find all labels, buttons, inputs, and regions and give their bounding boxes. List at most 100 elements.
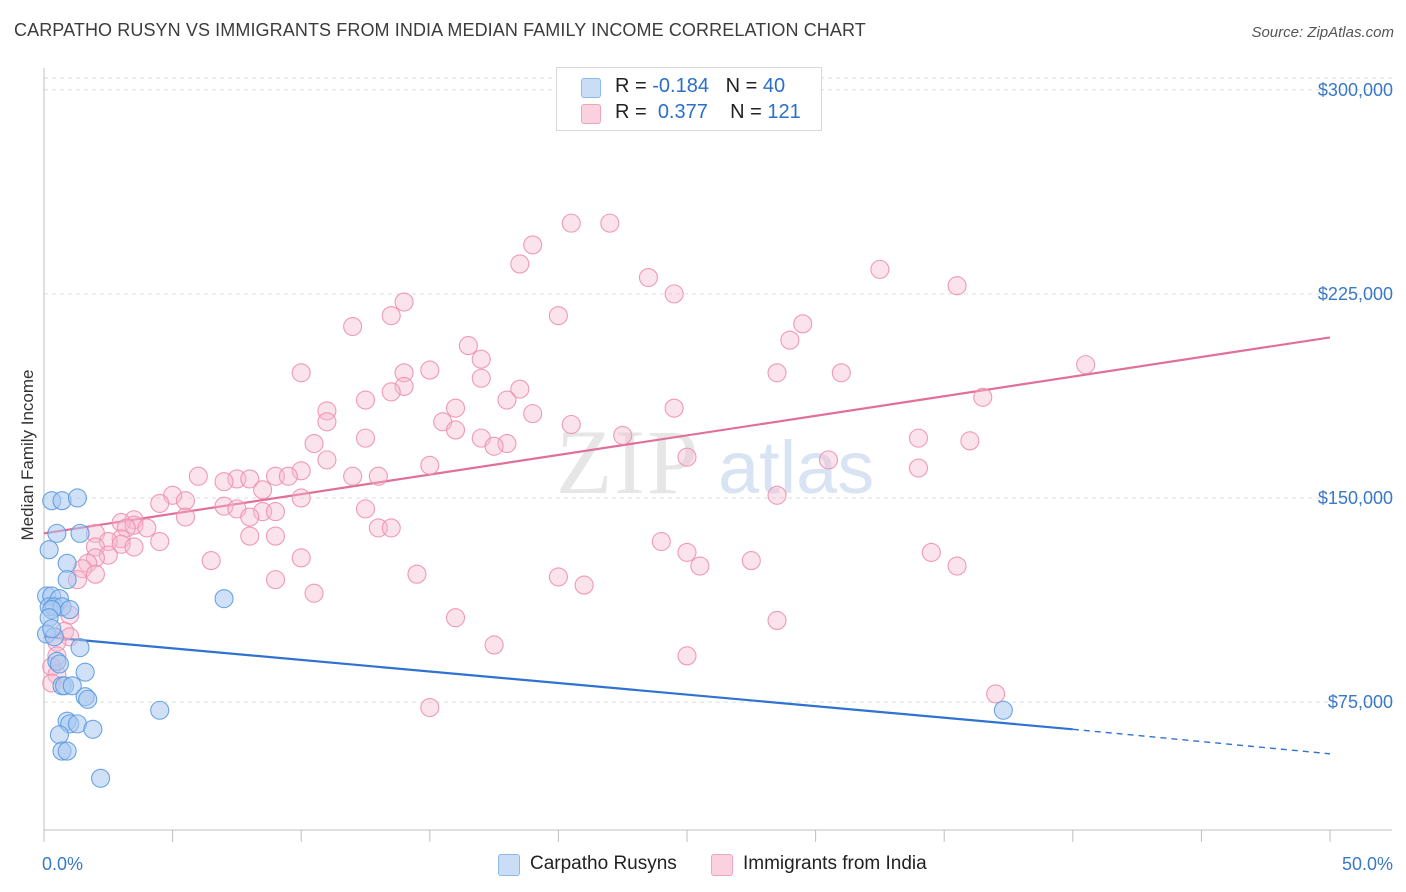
point-india [291, 461, 311, 481]
point-carpatho [70, 523, 90, 543]
legend-r-label: R = [615, 101, 653, 123]
point-india [484, 635, 504, 655]
point-india [291, 363, 311, 383]
x-tick-label: 50.0% [1342, 854, 1393, 874]
point-india [1076, 355, 1096, 375]
point-india [574, 575, 594, 595]
point-carpatho [70, 638, 90, 658]
y-tick-label: $225,000 [1318, 284, 1393, 304]
point-india [523, 235, 543, 255]
point-india [124, 537, 144, 557]
point-india [677, 646, 697, 666]
trend-line-carpatho [43, 635, 1073, 731]
point-carpatho [39, 540, 59, 560]
point-india [304, 434, 324, 454]
point-india [947, 556, 967, 576]
point-india [561, 213, 581, 233]
legend-label: Carpatho Rusyns [530, 853, 677, 874]
legend-n-value: 121 [767, 101, 801, 123]
point-india [214, 472, 234, 492]
legend-swatch-blue [581, 78, 601, 98]
point-carpatho [49, 725, 69, 745]
point-india [780, 330, 800, 350]
point-india [638, 267, 658, 288]
point-india [613, 425, 633, 445]
point-carpatho [83, 719, 103, 739]
point-india [355, 390, 376, 410]
point-india [471, 368, 491, 388]
point-india [908, 428, 929, 448]
point-carpatho [150, 700, 170, 720]
point-india [317, 401, 337, 421]
point-india [85, 564, 105, 584]
point-carpatho [75, 662, 95, 682]
point-carpatho [993, 700, 1013, 720]
point-india [317, 412, 337, 432]
legend-n-label: N = [725, 75, 763, 97]
correlation-legend: R = -0.184 N = 40 R = 0.377 N = 121 [556, 67, 822, 131]
source-credit: Source: ZipAtlas.com [1251, 24, 1394, 41]
point-india [343, 466, 363, 486]
point-india [265, 526, 286, 546]
point-carpatho [49, 654, 69, 674]
point-india [355, 499, 376, 519]
point-india [201, 551, 221, 571]
y-tick-label: $150,000 [1318, 488, 1393, 508]
point-carpatho [57, 553, 77, 573]
point-carpatho [47, 523, 67, 543]
point-india [986, 684, 1006, 704]
trend-line-extension [1072, 728, 1331, 755]
point-india [420, 697, 440, 718]
point-india [175, 491, 196, 511]
point-carpatho [67, 488, 87, 508]
point-india [510, 254, 530, 274]
point-india [78, 553, 98, 573]
point-india [150, 531, 170, 552]
point-india [394, 376, 414, 396]
point-india [445, 398, 466, 418]
point-india [510, 379, 530, 399]
legend-r-value: -0.184 [652, 75, 709, 97]
point-india [947, 276, 967, 296]
legend-swatch-pink [581, 104, 601, 124]
point-india [651, 531, 671, 552]
legend-label: Immigrants from India [743, 853, 927, 874]
point-india [355, 428, 376, 448]
point-india [265, 502, 286, 522]
y-tick-label: $300,000 [1318, 80, 1393, 100]
axes [43, 68, 1392, 842]
tick-labels: $75,000 $150,000 $225,000 $300,000 0.0% 50.0% [42, 80, 1393, 874]
point-india [818, 450, 839, 470]
point-india [793, 314, 813, 334]
point-india [240, 507, 260, 527]
legend-r-label: R = [615, 75, 653, 97]
point-india [960, 431, 980, 451]
legend-r-value: 0.377 [657, 101, 708, 123]
point-india [908, 458, 929, 478]
point-india [150, 493, 170, 513]
trend-line-india [43, 336, 1331, 535]
point-india [343, 316, 363, 337]
legend-n-label: N = [730, 101, 768, 123]
point-carpatho [91, 768, 111, 788]
point-carpatho [42, 619, 62, 639]
point-india [677, 542, 697, 562]
point-india [767, 485, 787, 505]
point-india [471, 349, 491, 369]
point-carpatho [57, 570, 77, 590]
gridlines [44, 77, 1392, 703]
point-india [600, 213, 620, 233]
point-carpatho [78, 689, 98, 709]
point-india [175, 507, 196, 527]
legend-swatch-blue [498, 854, 520, 876]
point-india [445, 420, 466, 440]
point-carpatho [57, 741, 77, 761]
point-india [407, 564, 427, 584]
point-india [523, 404, 543, 424]
point-india [497, 390, 517, 410]
point-india [188, 466, 208, 486]
point-india [420, 455, 440, 475]
watermark-atlas: atlas [718, 426, 874, 509]
point-india [394, 363, 414, 383]
